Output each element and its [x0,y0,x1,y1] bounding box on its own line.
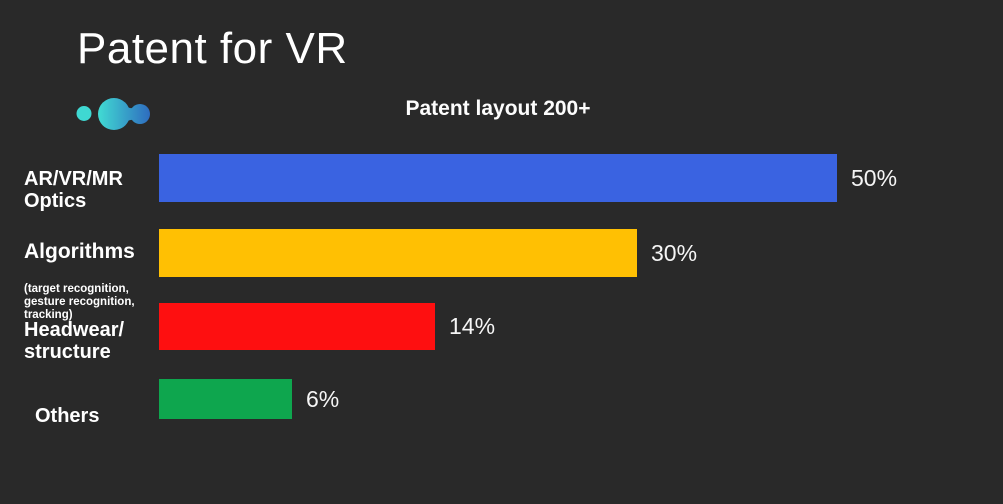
category-label-headwear: Headwear/ structure [24,301,124,382]
bar-value-label: 30% [651,239,698,266]
bar-headwear [159,303,435,350]
category-label-text: AR/VR/MR Optics [24,167,123,213]
page-title: Patent for VR [77,24,348,73]
bar-value-label: 14% [449,313,496,339]
bar-value-label: 50% [851,164,898,191]
category-sublabel-text: (target recognition, gesture recognition… [24,283,135,322]
category-label-text: Algorithms [24,239,135,263]
bar-row: 50% [159,154,897,202]
bar-algorithms [159,229,637,277]
bar-row: 30% [159,229,697,277]
bar-row: 6% [159,379,339,419]
chart-title: Patent layout 200+ [405,97,591,120]
dots-blob-logo-icon [76,98,150,130]
category-label-text: Others [35,404,100,427]
bar-optics [159,154,837,202]
category-label-optics: AR/VR/MR Optics [24,150,123,231]
category-label-algorithms: Algorithms (target recognition, gesture … [24,222,135,340]
bar-row: 14% [159,303,495,350]
category-label-text: Headwear/ structure [24,318,125,364]
category-label-others: Others [35,387,99,445]
bar-others [159,379,292,419]
bar-value-label: 6% [306,385,340,412]
